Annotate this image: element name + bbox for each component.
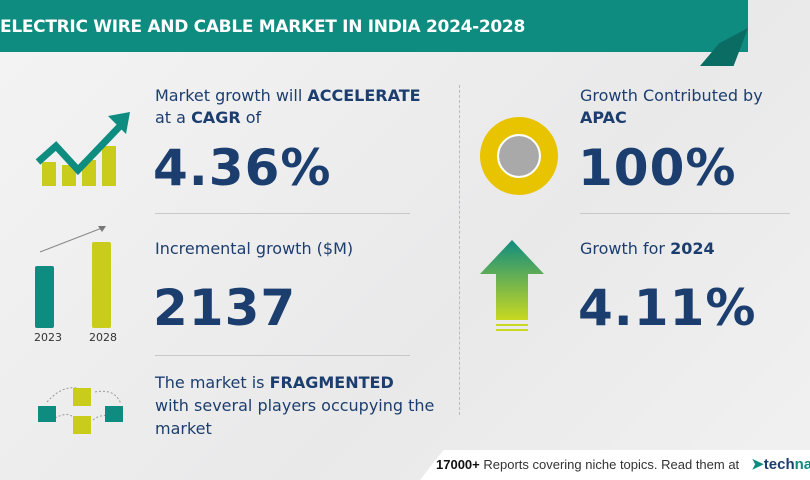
cagr-label-line2: at a CAGR of: [155, 108, 262, 127]
title-banner: [0, 0, 748, 52]
year-label-end: 2028: [89, 331, 117, 344]
footer-band: [420, 450, 810, 480]
divider: [155, 355, 410, 356]
technavio-logo[interactable]: ➤technav: [751, 456, 810, 473]
region-donut-icon: [480, 117, 558, 195]
fragmented-line2: with several players occupying the: [155, 396, 435, 415]
cagr-label-line1: Market growth will ACCELERATE: [155, 86, 421, 105]
cagr-value: 4.36%: [153, 139, 332, 197]
footer-row: 17000+ Reports covering niche topics. Re…: [436, 456, 810, 474]
yoy-label: Growth for 2024: [580, 239, 715, 258]
yoy-value: 4.11%: [578, 279, 757, 337]
region-value: 100%: [578, 139, 737, 197]
year-label-start: 2023: [34, 331, 62, 344]
logo-arrow-icon: ➤: [751, 456, 764, 473]
up-arrow-icon: [480, 240, 544, 331]
divider: [580, 213, 790, 214]
region-name: APAC: [580, 108, 627, 127]
divider: [155, 213, 410, 214]
growth-chart-icon: [35, 112, 130, 186]
incremental-bars-icon: [35, 226, 111, 328]
incremental-value: 2137: [153, 279, 297, 337]
footer-text: 17000+ Reports covering niche topics. Re…: [436, 457, 740, 472]
fragmented-market-icon: [38, 387, 123, 434]
page-title: ELECTRIC WIRE AND CABLE MARKET IN INDIA …: [0, 17, 525, 37]
region-label: Growth Contributed by: [580, 86, 763, 105]
fragmented-line3: market: [155, 419, 212, 438]
fragmented-line1: The market is FRAGMENTED: [155, 373, 394, 392]
incremental-label: Incremental growth ($M): [155, 239, 354, 258]
column-divider: [459, 85, 460, 415]
